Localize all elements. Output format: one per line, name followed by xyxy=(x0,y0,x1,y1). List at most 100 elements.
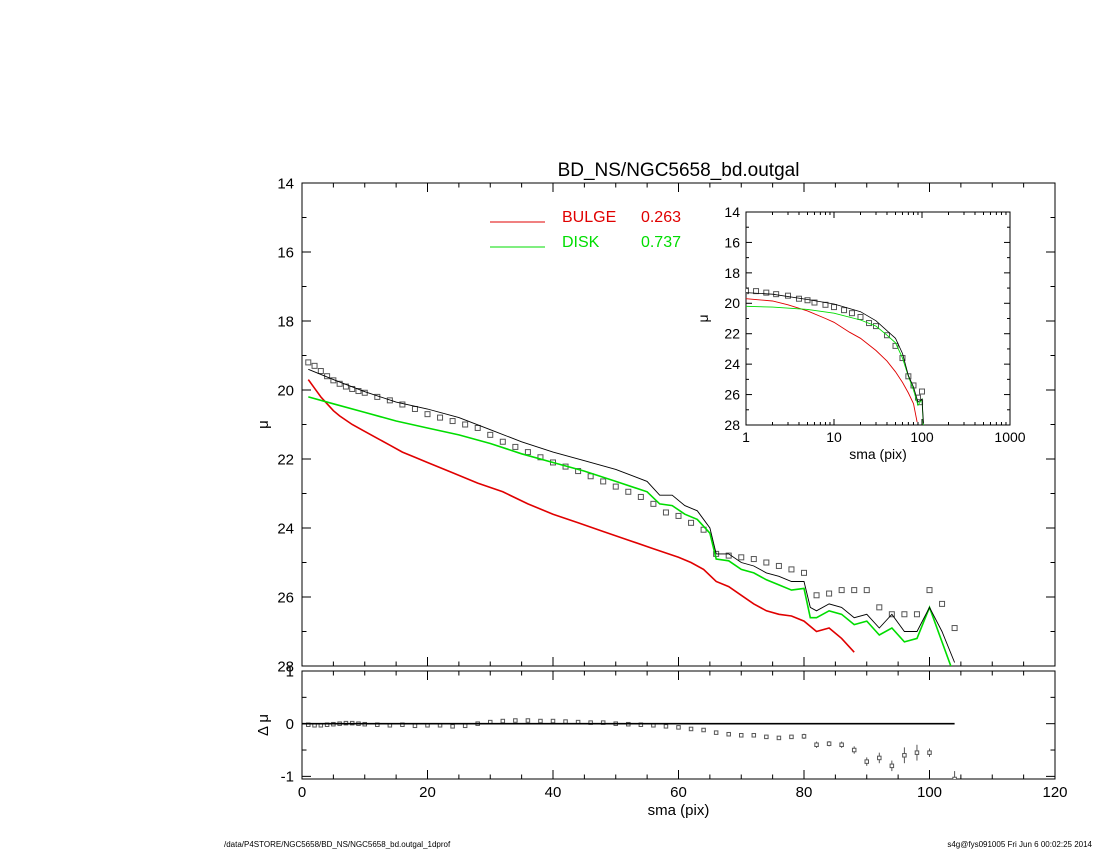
y-tick-label: 22 xyxy=(724,326,740,342)
x-tick-label: 20 xyxy=(419,784,436,801)
data-point xyxy=(851,587,858,594)
inset-frame xyxy=(745,211,1011,426)
data-point xyxy=(462,723,468,729)
data-point xyxy=(876,604,883,611)
model-line xyxy=(308,368,956,663)
data-point xyxy=(775,562,782,569)
data-point xyxy=(839,742,844,748)
legend-label: BULGE xyxy=(562,209,616,226)
x-tick-label: 0 xyxy=(298,784,306,801)
data-point xyxy=(951,625,958,632)
y-tick-label: 22 xyxy=(277,451,294,468)
y-tick-label: -1 xyxy=(281,769,294,786)
data-point xyxy=(713,730,719,735)
model-line xyxy=(746,292,924,424)
data-point xyxy=(411,405,418,412)
data-point xyxy=(763,559,770,566)
data-point xyxy=(763,289,770,296)
data-point xyxy=(913,611,920,618)
data-point xyxy=(701,727,706,733)
data-point xyxy=(726,731,731,737)
data-point xyxy=(525,718,531,723)
data-point xyxy=(804,297,811,304)
y-tick-label: 18 xyxy=(277,313,294,330)
data-point xyxy=(450,724,455,729)
data-point xyxy=(838,587,845,594)
data-point xyxy=(336,380,343,387)
data-point xyxy=(738,554,745,561)
y-tick-label: 20 xyxy=(277,382,294,399)
residual-y-axis-label: Δ μ xyxy=(255,714,272,736)
data-point xyxy=(811,299,818,306)
data-point xyxy=(538,718,543,724)
y-tick-label: 16 xyxy=(724,234,740,250)
data-point xyxy=(776,735,782,741)
data-point xyxy=(902,753,907,758)
y-tick-label: 18 xyxy=(724,265,740,281)
data-point xyxy=(612,483,619,490)
y-tick-label: 28 xyxy=(724,417,740,433)
inset-panel: 1 10 100 1000 14 16 18 20 22 24 26 28 μ sma (pix) xyxy=(695,204,1026,462)
x-tick-label: 1000 xyxy=(994,429,1025,445)
x-tick-label: 1 xyxy=(742,429,750,445)
x-tick-label: 80 xyxy=(796,784,813,801)
data-point xyxy=(848,310,855,317)
bulge-line xyxy=(746,298,918,423)
chart-title: BD_NS/NGC5658_bd.outgal xyxy=(558,160,800,181)
x-tick-label: 100 xyxy=(910,429,934,445)
data-point xyxy=(512,443,519,450)
data-point xyxy=(513,718,518,723)
data-point xyxy=(919,388,925,395)
data-point xyxy=(675,512,682,519)
y-tick-label: 26 xyxy=(277,589,294,606)
data-point xyxy=(311,362,318,369)
residual-x-axis-label: sma (pix) xyxy=(648,802,710,819)
y-tick-label: 16 xyxy=(277,244,294,261)
x-tick-label: 60 xyxy=(670,784,687,801)
data-point xyxy=(499,438,506,445)
data-point xyxy=(889,763,895,769)
legend-value: 0.737 xyxy=(641,234,681,251)
data-point xyxy=(801,734,807,739)
data-point xyxy=(437,414,444,421)
data-point xyxy=(625,488,632,495)
data-point xyxy=(831,304,837,311)
y-tick-label: 28 xyxy=(277,658,294,675)
data-point xyxy=(676,725,681,730)
x-tick-label: 100 xyxy=(917,784,942,801)
data-point xyxy=(864,759,869,764)
data-point xyxy=(739,733,744,738)
bulge-line xyxy=(307,379,855,653)
data-point xyxy=(764,734,769,740)
y-tick-label: 0 xyxy=(286,716,294,733)
data-point xyxy=(851,747,857,753)
y-tick-label: 24 xyxy=(724,356,740,372)
data-point xyxy=(688,519,695,526)
data-point xyxy=(952,776,957,779)
data-point xyxy=(662,509,669,516)
y-tick-label: 26 xyxy=(724,386,740,402)
x-tick-label: 120 xyxy=(1042,784,1067,801)
inset-y-axis-label: μ xyxy=(695,314,711,322)
data-point xyxy=(877,755,882,761)
data-point xyxy=(939,600,946,607)
data-point xyxy=(688,726,694,732)
disk-line xyxy=(308,396,952,666)
data-point xyxy=(305,359,312,366)
inset-x-axis-label: sma (pix) xyxy=(849,446,907,462)
data-point xyxy=(424,411,431,418)
inset-data xyxy=(746,288,925,425)
data-point xyxy=(814,742,819,748)
x-tick-label: 10 xyxy=(826,429,842,445)
data-point xyxy=(789,734,794,740)
data-point xyxy=(650,500,657,507)
data-point xyxy=(901,611,908,618)
data-point xyxy=(412,723,418,729)
data-point xyxy=(813,592,820,599)
y-tick-label: 14 xyxy=(277,175,294,192)
main-y-axis-label: μ xyxy=(255,420,272,429)
data-point xyxy=(449,418,456,425)
y-tick-label: 24 xyxy=(277,520,294,537)
data-point xyxy=(637,493,644,500)
